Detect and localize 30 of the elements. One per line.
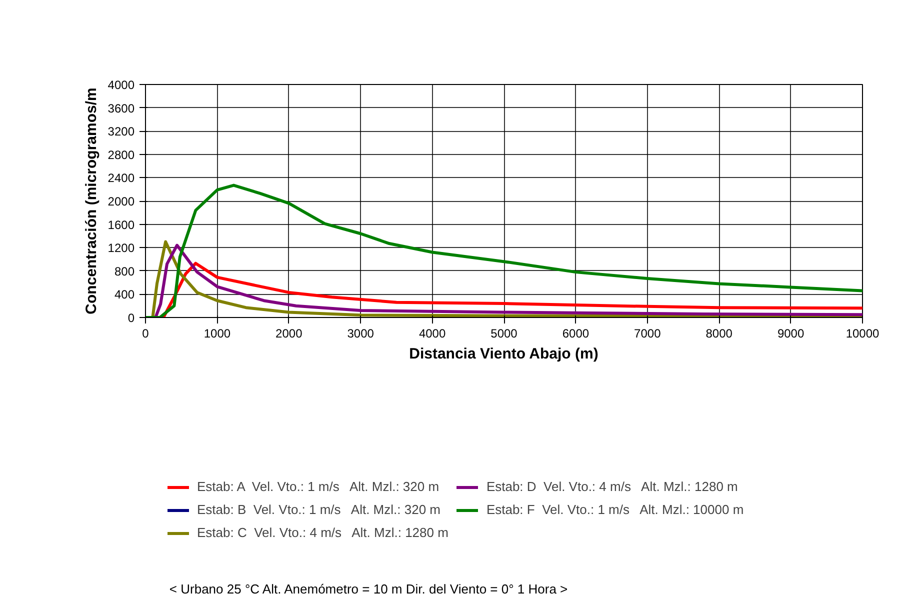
y-tick-label: 2000 <box>108 194 135 208</box>
legend-label: Estab: B Vel. Vto.: 1 m/s Alt. Mzl.: 320 m <box>197 502 440 517</box>
y-tick-label: 0 <box>128 311 135 325</box>
x-tick-label: 5000 <box>490 326 518 340</box>
y-axis-title: Concentración (microgramos/m <box>82 88 100 314</box>
legend-label: Estab: A Vel. Vto.: 1 m/s Alt. Mzl.: 320 m <box>197 479 440 494</box>
y-tick-label: 2400 <box>108 171 135 186</box>
x-tick-label: 7000 <box>634 326 662 340</box>
legend-label: Estab: C Vel. Vto.: 4 m/s Alt. Mzl.: 1280 m <box>197 525 448 540</box>
y-tick-label: 1600 <box>108 218 135 232</box>
y-tick-label: 800 <box>114 264 135 278</box>
x-tick-label: 1000 <box>204 326 231 340</box>
x-tick-label: 8000 <box>706 326 733 340</box>
y-tick-label: 400 <box>114 288 135 302</box>
y-tick-label: 3200 <box>108 124 135 139</box>
x-tick-label: 9000 <box>777 326 804 340</box>
x-tick-label: 4000 <box>418 326 446 340</box>
y-tick-label: 1200 <box>108 241 135 256</box>
legend-label: Estab: F Vel. Vto.: 1 m/s Alt. Mzl.: 10000 m <box>486 502 744 517</box>
text: < Urbano 25 °C Alt. Anemómetro = 10 m Dir. del Viento = 0° 1 Hora > <box>169 582 568 596</box>
legend-label: Estab: D Vel. Vto.: 4 m/s Alt. Mzl.: 1280 m <box>486 479 738 494</box>
y-tick-label: 4000 <box>108 78 135 92</box>
x-tick-label: 3000 <box>347 326 374 340</box>
x-tick-label: 0 <box>142 326 150 340</box>
x-tick-label: 2000 <box>276 326 303 340</box>
x-tick-label: 6000 <box>562 326 590 340</box>
y-tick-label: 3600 <box>108 101 135 116</box>
x-axis-title: Distancia Viento Abajo (m) <box>409 346 598 362</box>
y-tick-label: 2800 <box>108 148 135 162</box>
x-tick-label: 10000 <box>846 326 880 340</box>
